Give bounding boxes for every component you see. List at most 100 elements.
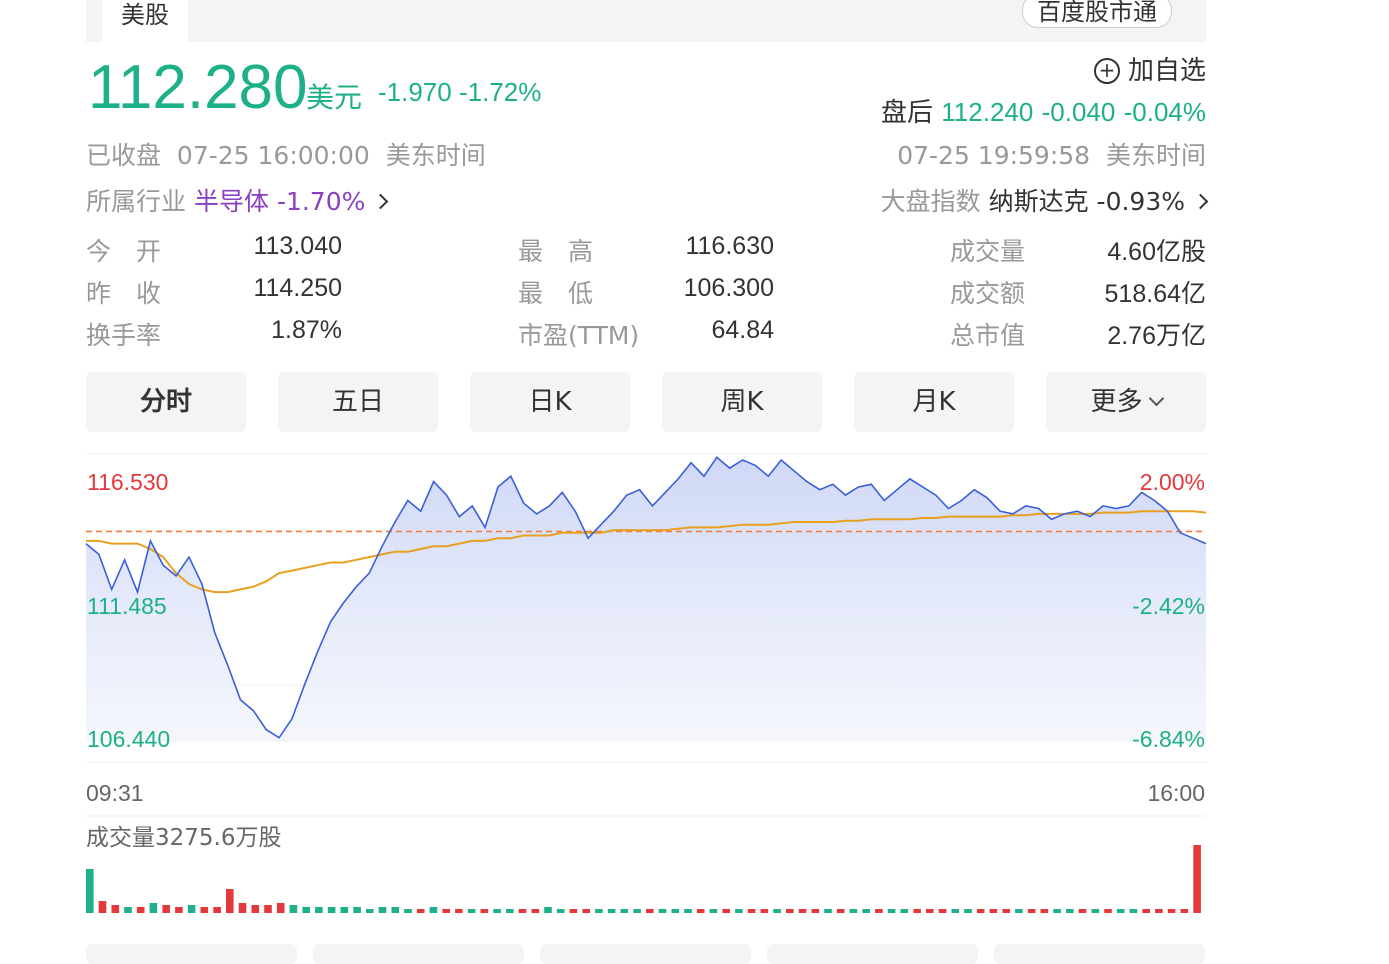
volume-label: 成交量3275.6万股 xyxy=(86,825,281,851)
volume-bar xyxy=(671,909,680,913)
volume-bar xyxy=(926,909,934,913)
tab-monthly-k[interactable]: 月K xyxy=(854,372,1014,432)
volume-bar xyxy=(900,909,909,913)
volume-bar xyxy=(875,909,883,913)
volume-bar xyxy=(735,909,743,913)
industry-name: 半导体 xyxy=(193,187,269,216)
volume-bar xyxy=(493,909,501,913)
price-area xyxy=(86,457,1206,742)
volume-bar xyxy=(289,905,298,913)
volume-bar xyxy=(836,909,845,913)
volume-bar xyxy=(722,909,730,913)
stat-high-value: 116.630 xyxy=(685,232,774,260)
change-amount: -1.970 xyxy=(378,77,452,107)
volume-bar xyxy=(136,907,145,913)
volume-bar xyxy=(238,903,247,913)
volume-bar xyxy=(620,909,629,913)
index-link[interactable]: 大盘指数 纳斯达克 -0.93% xyxy=(880,182,1209,218)
volume-bar xyxy=(455,909,463,913)
volume-bar xyxy=(556,909,565,913)
volume-bar xyxy=(709,909,718,913)
volume-bar xyxy=(658,909,667,913)
volume-bars xyxy=(86,845,1201,913)
volume-bar xyxy=(1180,909,1189,913)
tab-intraday[interactable]: 分时 xyxy=(86,372,246,432)
plus-circle-icon: + xyxy=(1093,58,1120,84)
volume-bar xyxy=(1091,909,1100,913)
volume-bar xyxy=(416,909,425,913)
after-hours-percent: -0.04% xyxy=(1123,97,1206,127)
volume-bar xyxy=(200,907,209,913)
tab-daily-k[interactable]: 日K xyxy=(470,372,630,432)
tab-more-label: 更多 xyxy=(1090,387,1143,417)
tab-more[interactable]: 更多 xyxy=(1046,372,1206,432)
volume-bar xyxy=(251,905,260,913)
volume-bar xyxy=(1129,909,1138,913)
volume-bar xyxy=(467,909,476,913)
change-percent: -1.72% xyxy=(458,77,542,107)
volume-bar xyxy=(989,909,998,913)
volume-bar xyxy=(1193,845,1201,913)
last-price: 112.280 xyxy=(88,53,308,122)
close-time: 07-25 16:00:00 xyxy=(176,141,370,170)
bottom-card[interactable] xyxy=(767,944,978,964)
volume-bar xyxy=(1155,909,1163,913)
volume-bar xyxy=(646,909,654,913)
volume-bar xyxy=(1104,909,1112,913)
volume-bar xyxy=(264,905,272,913)
after-hours-price: 112.240 xyxy=(941,97,1034,127)
market-tab-bar: 美股 百度股市通 xyxy=(86,0,1206,42)
volume-bar xyxy=(213,907,221,913)
price-line xyxy=(85,456,1207,739)
bottom-card[interactable] xyxy=(86,944,297,964)
volume-bar xyxy=(1116,909,1125,913)
price-change: -1.970 -1.72% xyxy=(378,77,541,108)
volume-bar xyxy=(98,901,107,913)
pct-axis-min-label: -6.84% xyxy=(1132,726,1205,752)
volume-bar xyxy=(569,909,578,913)
volume-bar xyxy=(518,909,527,913)
volume-bar xyxy=(684,909,692,913)
industry-percent: -1.70% xyxy=(276,187,366,216)
bottom-card[interactable] xyxy=(540,944,751,964)
volume-bar xyxy=(1027,909,1036,913)
stat-low-value: 106.300 xyxy=(683,274,774,302)
volume-bar xyxy=(276,903,285,913)
volume-bar xyxy=(149,903,158,913)
stat-high-label: 最 高 xyxy=(518,237,594,266)
volume-bar xyxy=(480,909,489,913)
bottom-card[interactable] xyxy=(313,944,524,964)
volume-bar xyxy=(1040,909,1049,913)
after-hours-timezone: 美东时间 xyxy=(1105,141,1206,170)
stat-low-label: 最 低 xyxy=(518,279,594,308)
stock-connect-button[interactable]: 百度股市通 xyxy=(1022,0,1172,28)
tab-five-day[interactable]: 五日 xyxy=(278,372,438,432)
volume-bar xyxy=(887,909,896,913)
tab-us-stocks[interactable]: 美股 xyxy=(102,0,188,42)
add-watchlist-button[interactable]: + 加自选 xyxy=(1093,50,1206,87)
stat-prev-close-label: 昨 收 xyxy=(86,279,162,308)
index-label: 大盘指数 xyxy=(880,187,981,216)
volume-bar xyxy=(1066,909,1074,913)
volume-bar xyxy=(162,905,170,913)
stat-pe-value: 64.84 xyxy=(711,316,774,344)
volume-bar xyxy=(811,909,820,913)
volume-bar xyxy=(849,909,858,913)
volume-bar xyxy=(391,907,400,913)
bottom-card[interactable] xyxy=(994,944,1205,964)
volume-bar xyxy=(938,909,947,913)
volume-bar xyxy=(798,909,807,913)
after-hours-timestamp: 07-25 19:59:58 美东时间 xyxy=(897,136,1206,172)
volume-bar xyxy=(951,909,960,913)
currency-label: 美元 xyxy=(306,81,363,114)
volume-bar xyxy=(1167,909,1176,913)
x-axis-start-label: 09:31 xyxy=(86,780,144,806)
index-percent: -0.93% xyxy=(1096,187,1185,216)
volume-bar xyxy=(531,909,540,913)
volume-bar xyxy=(1053,909,1061,913)
volume-bar xyxy=(747,909,756,913)
tab-weekly-k[interactable]: 周K xyxy=(662,372,822,432)
industry-link[interactable]: 所属行业 半导体 -1.70% xyxy=(86,182,389,218)
volume-bar xyxy=(404,909,412,913)
